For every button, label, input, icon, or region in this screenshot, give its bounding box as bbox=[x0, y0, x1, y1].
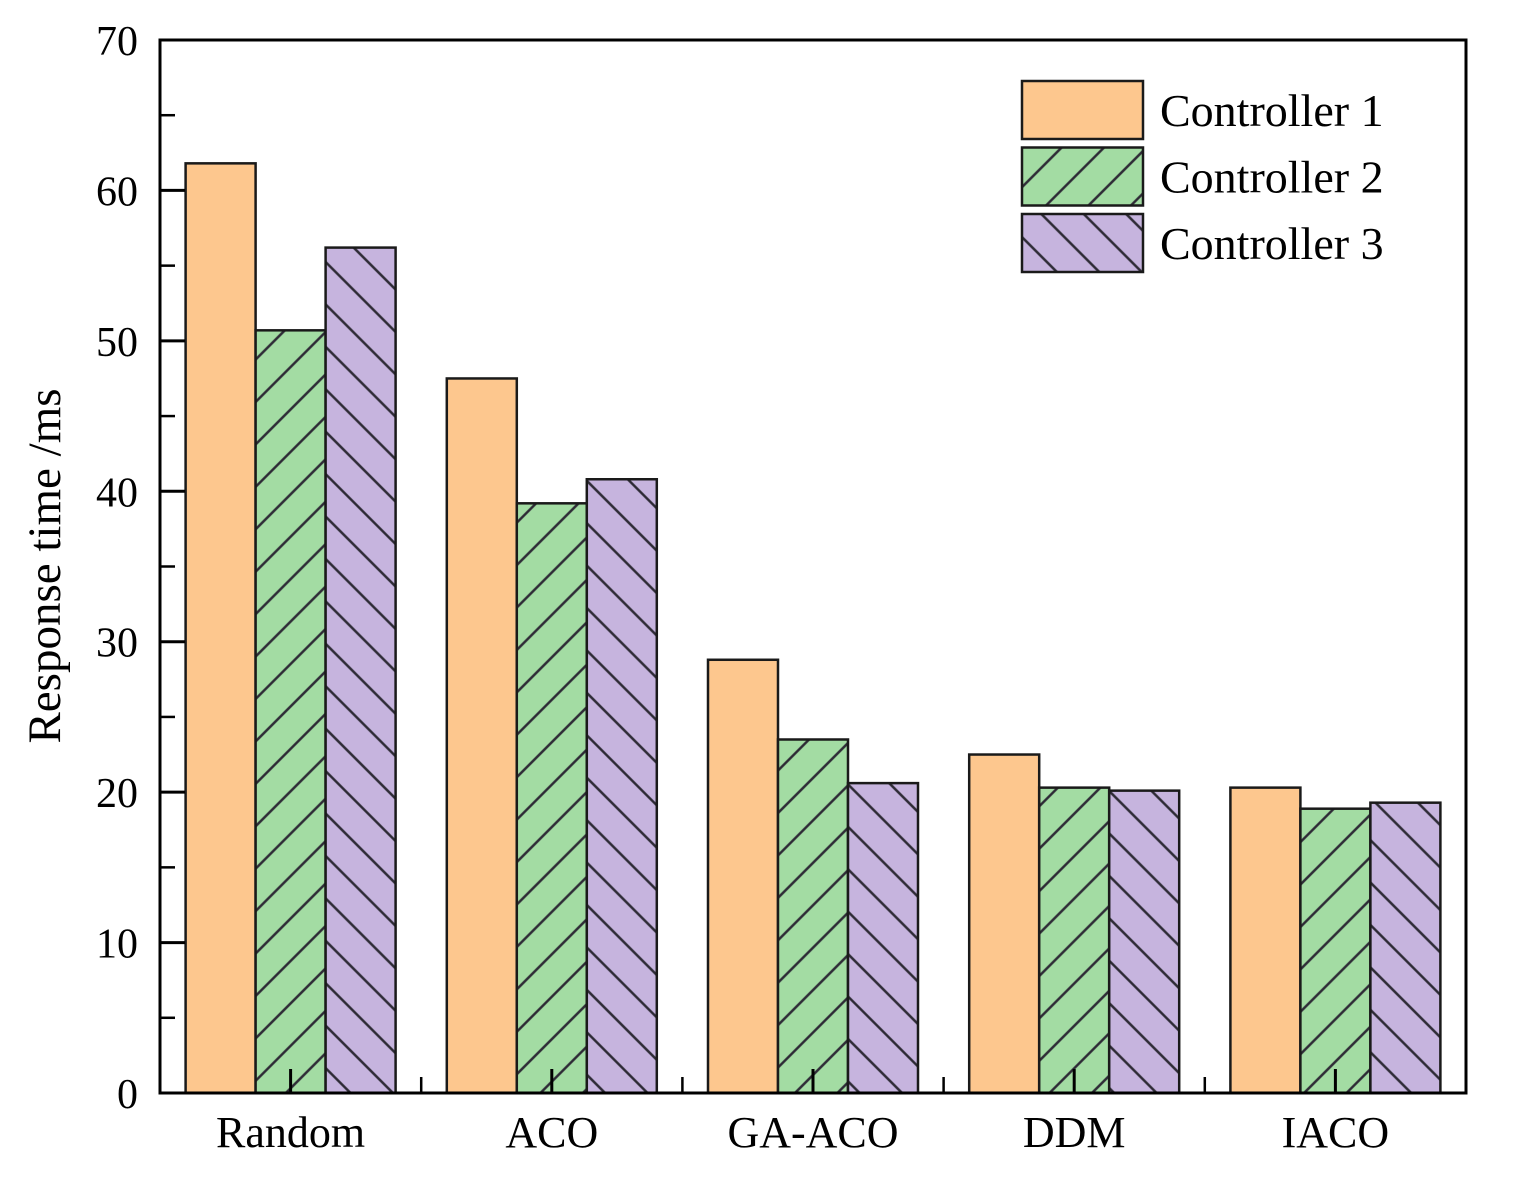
bar-fill bbox=[969, 754, 1040, 1093]
bar bbox=[776, 738, 850, 1095]
legend-swatch bbox=[1020, 79, 1145, 141]
x-category-label: ACO bbox=[505, 1108, 598, 1157]
x-category-label: DDM bbox=[1023, 1108, 1126, 1157]
bar bbox=[585, 478, 659, 1095]
bars-layer bbox=[184, 162, 1442, 1095]
bar bbox=[1369, 801, 1442, 1095]
bar bbox=[254, 329, 327, 1095]
bar bbox=[1037, 786, 1111, 1095]
bar bbox=[1107, 789, 1181, 1095]
ticks-layer bbox=[161, 38, 1337, 1095]
y-tick-label: 30 bbox=[96, 621, 138, 667]
y-tick-label: 50 bbox=[96, 320, 138, 366]
y-tick-label: 20 bbox=[96, 771, 138, 817]
bar bbox=[846, 781, 920, 1095]
x-category-label: Random bbox=[216, 1108, 365, 1157]
legend-swatch bbox=[1020, 212, 1145, 274]
legend-swatch bbox=[1020, 146, 1145, 207]
bar-fill bbox=[708, 659, 778, 1093]
tick-labels-layer: 0 10 20 30 40 50 60 70 Random ACO GA-ACO DDM IACO bbox=[96, 19, 1389, 1157]
bar bbox=[515, 502, 589, 1095]
y-tick-label: 70 bbox=[96, 19, 138, 65]
legend-label: Controller 2 bbox=[1160, 152, 1384, 203]
legend: Controller 1 Controller 2 Controller 3 bbox=[1020, 79, 1384, 274]
x-category-label: GA-ACO bbox=[727, 1108, 898, 1157]
bar bbox=[324, 246, 397, 1095]
y-tick-label: 0 bbox=[117, 1072, 138, 1118]
legend-label: Controller 3 bbox=[1160, 218, 1384, 269]
plot-border bbox=[158, 38, 1468, 1095]
bar bbox=[1299, 807, 1372, 1095]
legend-label: Controller 1 bbox=[1160, 85, 1384, 136]
y-tick-label: 40 bbox=[96, 470, 138, 516]
y-tick-label: 60 bbox=[96, 169, 138, 215]
x-category-label: IACO bbox=[1282, 1108, 1390, 1157]
bar-fill bbox=[446, 378, 517, 1093]
legend-swatch-fill bbox=[1022, 81, 1143, 139]
y-tick-label: 10 bbox=[96, 922, 138, 968]
y-axis-title: Response time /ms bbox=[19, 388, 71, 743]
bar-fill bbox=[185, 163, 256, 1093]
bar-fill bbox=[1230, 787, 1301, 1093]
